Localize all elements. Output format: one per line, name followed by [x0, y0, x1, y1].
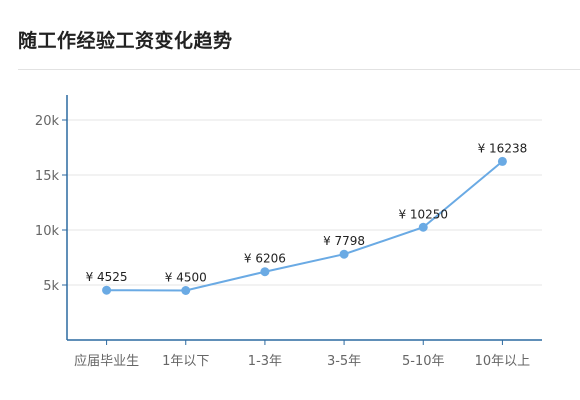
y-tick-label: 20k: [35, 114, 60, 129]
series-line: [106, 160, 504, 292]
x-tick-label: 3-5年: [327, 354, 361, 369]
x-tick-label: 5-10年: [402, 354, 445, 369]
data-point: [102, 285, 112, 295]
data-label: ¥ 7798: [323, 234, 365, 248]
y-tick-label: 15k: [35, 169, 60, 184]
chart-title: 随工作经验工资变化趋势: [18, 30, 233, 52]
data-label: ¥ 6206: [244, 252, 286, 266]
y-tick-label: 5k: [43, 279, 59, 294]
data-point: [181, 286, 191, 295]
data-point: [260, 267, 270, 277]
title-divider: [18, 69, 580, 70]
data-point: [418, 222, 428, 232]
data-point: [497, 156, 507, 166]
x-tick-label: 1-3年: [248, 354, 282, 369]
data-label: ¥ 10250: [398, 207, 448, 221]
x-tick-label: 1年以下: [162, 354, 209, 369]
data-label: ¥ 4525: [86, 270, 128, 284]
x-tick-label: 10年以上: [475, 354, 531, 369]
data-label: ¥ 4500: [165, 271, 207, 285]
x-tick-label: 应届毕业生: [74, 353, 139, 369]
data-label: ¥ 16238: [478, 141, 528, 155]
data-point: [339, 249, 349, 259]
y-tick-label: 10k: [35, 224, 60, 239]
